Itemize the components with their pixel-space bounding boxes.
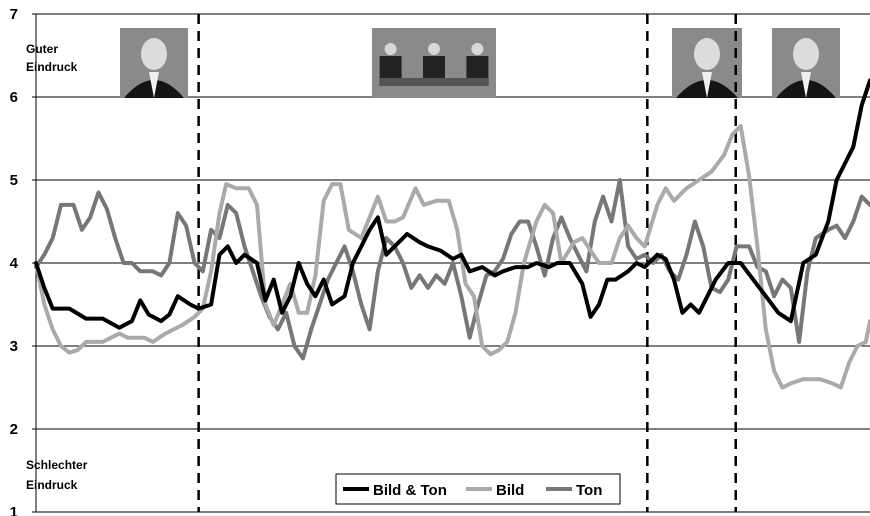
portrait-photo-3 [772,28,840,98]
legend-label: Bild & Ton [373,482,447,499]
y-tick-label: 5 [10,172,18,189]
series-line-ton [34,178,870,361]
y-tick-label: 1 [10,504,18,516]
photo-strip [120,28,840,98]
person-head [793,38,819,70]
shirt [801,72,811,98]
portrait-photo-1 [120,28,188,98]
person-head [384,43,397,55]
annotation-good-line1: Guter [26,42,58,56]
series-line-bild [34,124,870,390]
shirt [149,72,159,98]
y-tick-label: 7 [10,6,18,23]
desk [380,78,488,86]
person-head [428,43,440,55]
y-axis: 1 2 3 4 5 6 7 [10,6,37,516]
y-tick-label: 4 [10,255,19,272]
portrait-photo-2 [672,28,742,98]
segment-dividers [197,14,737,512]
annotation-bad-line2: Eindruck [26,478,78,492]
series-line-bild-ton [34,78,870,330]
legend-label: Bild [496,482,524,499]
legend: Bild & Ton Bild Ton [335,473,621,505]
annotation-good-line2: Eindruck [26,60,78,74]
legend-label: Ton [576,482,602,499]
person-head [694,38,720,70]
annotation-bad-line1: Schlechter [26,458,88,472]
person-head [471,43,484,55]
y-tick-label: 2 [10,421,18,438]
series-lines [34,78,870,390]
shirt [702,72,712,98]
person-head [141,38,167,70]
studio-debate-photo [372,28,496,98]
y-tick-label: 6 [10,89,18,106]
y-tick-label: 3 [10,338,18,355]
